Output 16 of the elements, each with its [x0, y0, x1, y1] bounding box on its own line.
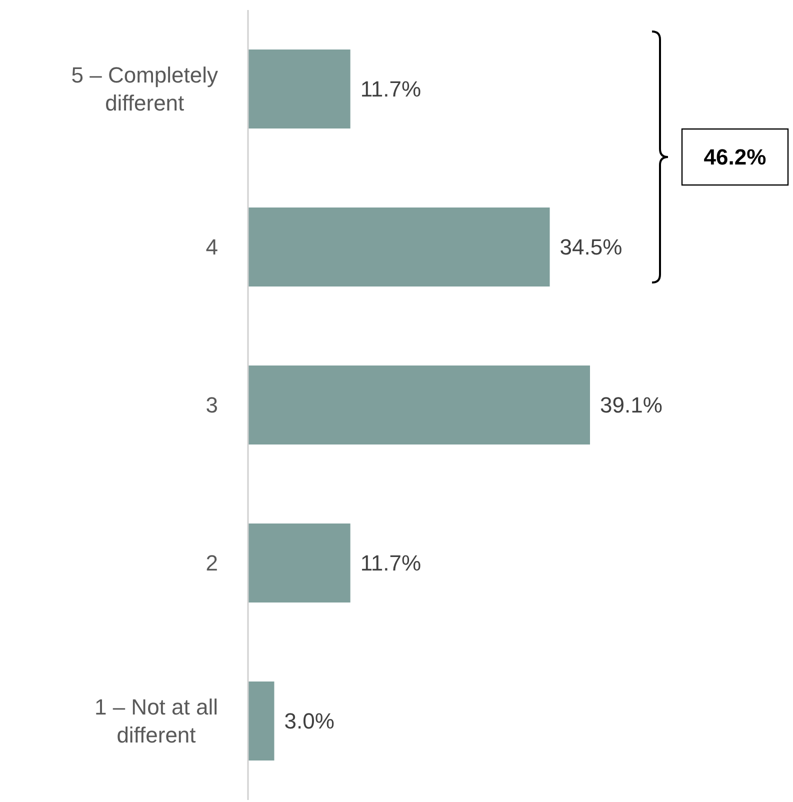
- y-tick-label: 2: [206, 550, 218, 576]
- data-label: 3.0%: [284, 708, 334, 734]
- y-tick-label: 1 – Not at all different: [94, 694, 218, 748]
- data-label: 11.7%: [360, 76, 422, 102]
- bar: [248, 682, 274, 760]
- data-label: 11.7%: [360, 550, 422, 576]
- y-tick-label: 3: [206, 392, 218, 418]
- bar: [248, 50, 350, 128]
- bar: [248, 366, 590, 444]
- text: 46.2%: [704, 144, 766, 170]
- data-label: 34.5%: [560, 234, 622, 260]
- bar: [248, 208, 550, 286]
- y-tick-label: 4: [206, 234, 218, 260]
- data-label: 39.1%: [600, 392, 662, 418]
- y-tick-label: 5 – Completely different: [71, 62, 218, 116]
- bar: [248, 524, 350, 602]
